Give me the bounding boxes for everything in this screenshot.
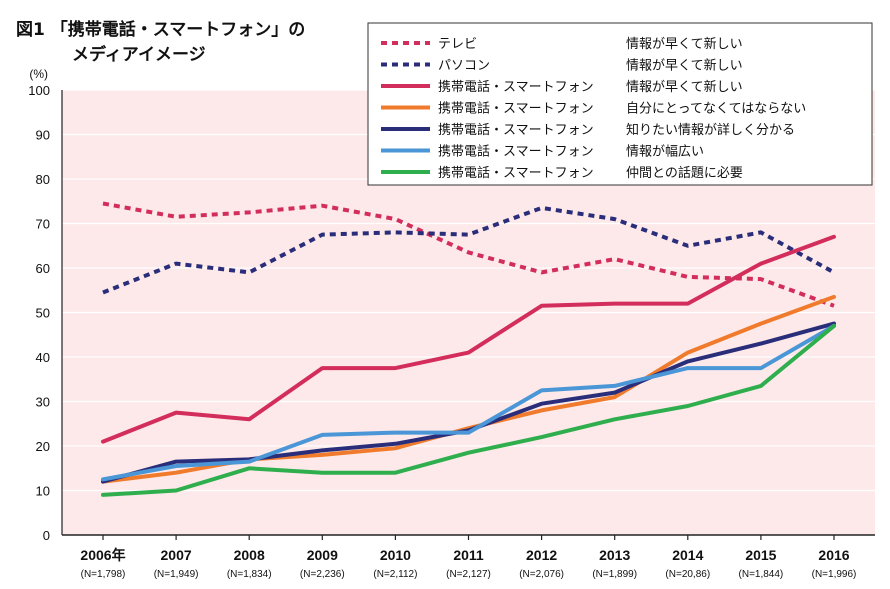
y-axis-label: (%): [29, 67, 48, 81]
x-sample-size-label: (N=2,236): [300, 569, 345, 580]
y-tick-label: 0: [43, 528, 50, 543]
x-tick-label: 2006年: [80, 547, 125, 563]
y-tick-label: 70: [36, 217, 50, 232]
x-tick-label: 2015: [745, 547, 776, 563]
chart-title-line2: メディアイメージ: [72, 45, 206, 65]
x-sample-size-label: (N=1,996): [812, 569, 857, 580]
y-tick-label: 10: [36, 484, 50, 499]
legend-series-name: テレビ: [438, 37, 477, 52]
y-tick-label: 100: [28, 83, 50, 98]
legend-series-desc: 情報が早くて新しい: [626, 58, 743, 74]
legend-series-desc: 情報が幅広い: [626, 145, 704, 160]
y-tick-label: 20: [36, 439, 50, 454]
legend-series-name: パソコン: [438, 59, 490, 74]
x-sample-size-label: (N=20,86): [665, 569, 710, 580]
x-sample-size-label: (N=1,949): [154, 569, 199, 580]
x-tick-label: 2010: [380, 547, 411, 563]
legend-series-desc: 知りたい情報が詳しく分かる: [626, 122, 795, 138]
x-sample-size-label: (N=1,899): [592, 569, 637, 580]
y-tick-label: 80: [36, 172, 50, 187]
legend-series-name: 携帯電話・スマートフォン: [438, 79, 594, 95]
series-line-1: [102, 201, 835, 308]
x-tick-label: 2009: [307, 547, 338, 563]
x-sample-size-label: (N=1,834): [227, 569, 272, 580]
chart-title: 図1 「携帯電話・スマートフォン」の メディアイメージ: [16, 18, 305, 68]
legend-series-desc: 仲間との話題に必要: [626, 165, 743, 181]
legend-series-name: 携帯電話・スマートフォン: [438, 101, 594, 117]
x-tick-label: 2013: [599, 547, 630, 563]
x-tick-label: 2016: [818, 547, 849, 563]
series-line-6: [101, 323, 836, 482]
y-tick-label: 90: [36, 128, 50, 143]
legend-series-desc: 情報が早くて新しい: [626, 36, 743, 52]
legend-box: [367, 22, 873, 186]
x-sample-size-label: (N=1,798): [81, 569, 126, 580]
legend-series-desc: 自分にとってなくてはならない: [626, 102, 806, 117]
y-tick-label: 40: [36, 350, 50, 365]
legend-series-name: 携帯電話・スマートフォン: [438, 122, 594, 138]
legend-series-name: 携帯電話・スマートフォン: [438, 165, 594, 181]
series-line-7: [101, 323, 836, 497]
series-line-3: [101, 234, 836, 444]
x-tick-label: 2011: [453, 547, 484, 563]
x-tick-label: 2008: [234, 547, 265, 563]
axes: 0 10 20 30 40 50 60 70 80 90 100 (%) 2006年 (N=1,798) 2…: [28, 67, 875, 580]
legend-series-name: 携帯電話・スマートフォン: [438, 144, 594, 160]
y-tick-label: 60: [36, 261, 50, 276]
x-sample-size-label: (N=1,844): [739, 569, 784, 580]
legend-series-desc: 情報が早くて新しい: [626, 79, 743, 95]
y-tick-label: 30: [36, 395, 50, 410]
x-sample-size-label: (N=2,076): [519, 569, 564, 580]
x-tick-label: 2012: [526, 547, 557, 563]
x-tick-label: 2007: [161, 547, 192, 563]
x-sample-size-label: (N=2,112): [373, 569, 417, 580]
x-tick-label: 2014: [672, 547, 703, 563]
y-tick-label: 50: [36, 306, 50, 321]
series-layer: [101, 201, 836, 497]
x-sample-size-label: (N=2,127): [446, 569, 491, 580]
chart-title-line1: 図1 「携帯電話・スマートフォン」の: [16, 20, 306, 40]
